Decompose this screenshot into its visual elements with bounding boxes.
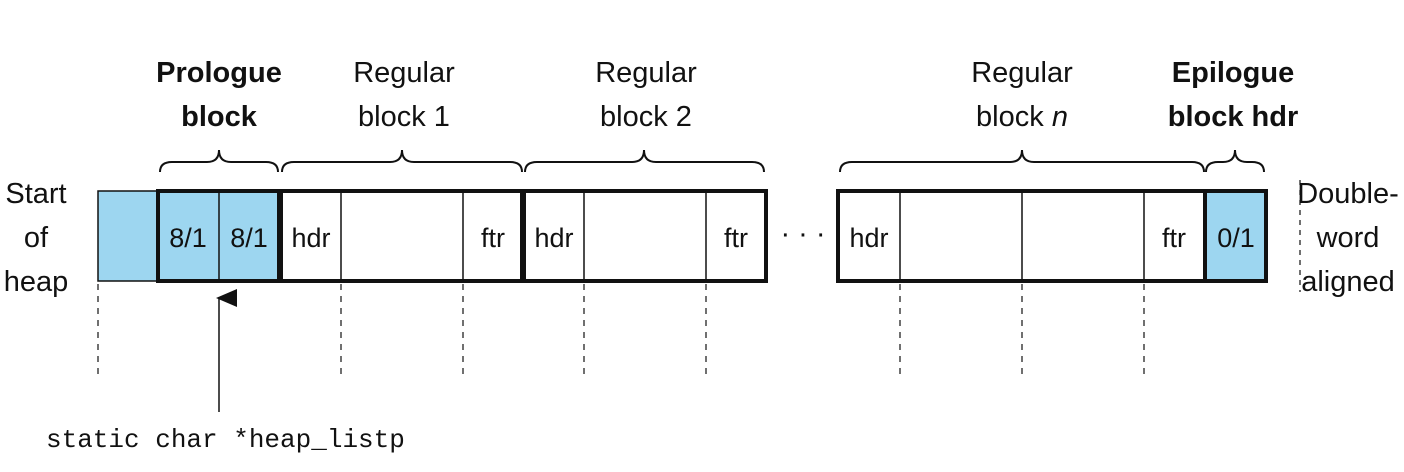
block2-footer: ftr bbox=[724, 223, 748, 253]
brace-block1 bbox=[281, 149, 523, 173]
double-word-boundaries bbox=[97, 284, 1145, 380]
regular-block-n-label: Regular bbox=[971, 57, 1073, 89]
double-word-aligned-label-line2: word bbox=[1316, 222, 1380, 254]
regular-block-2-label-line2: block 2 bbox=[600, 101, 692, 133]
epilogue-header: 0/1 bbox=[1217, 223, 1255, 253]
prologue-header: 8/1 bbox=[169, 223, 207, 253]
start-of-heap-label-line2: of bbox=[24, 222, 49, 254]
prologue-label: Prologue bbox=[156, 57, 282, 89]
brace-block2 bbox=[524, 149, 765, 173]
heap-listp-label: static char *heap_listp bbox=[46, 425, 405, 455]
epilogue-label-line2: block hdr bbox=[1168, 101, 1299, 133]
prologue-label-line2: block bbox=[181, 101, 258, 133]
regular-block-n bbox=[836, 189, 1268, 283]
regular-block-1-label-line2: block 1 bbox=[358, 101, 450, 133]
block1-footer: ftr bbox=[481, 223, 505, 253]
alignment-padding-word bbox=[97, 190, 159, 282]
blockn-footer: ftr bbox=[1162, 223, 1186, 253]
double-word-aligned-label-line3: aligned bbox=[1301, 266, 1395, 298]
epilogue-block-fill bbox=[1205, 191, 1266, 281]
start-of-heap-label-line3: heap bbox=[4, 266, 69, 298]
regular-block-2 bbox=[522, 189, 768, 283]
regular-block-1-label: Regular bbox=[353, 57, 455, 89]
epilogue-label: Epilogue bbox=[1172, 57, 1294, 89]
double-word-aligned-label: Double- bbox=[1297, 178, 1399, 210]
start-of-heap-label: Start bbox=[5, 178, 66, 210]
prologue-footer: 8/1 bbox=[230, 223, 268, 253]
brace-epilogue bbox=[1205, 149, 1265, 173]
braces bbox=[159, 149, 1265, 173]
regular-block-n-label-line2: block n bbox=[976, 101, 1068, 133]
ellipsis: · · · bbox=[780, 218, 825, 250]
blockn-header: hdr bbox=[849, 223, 888, 253]
brace-prologue bbox=[159, 149, 279, 173]
block2-header: hdr bbox=[534, 223, 573, 253]
regular-block-2-label: Regular bbox=[595, 57, 697, 89]
brace-blockn bbox=[839, 149, 1205, 173]
block1-header: hdr bbox=[291, 223, 330, 253]
